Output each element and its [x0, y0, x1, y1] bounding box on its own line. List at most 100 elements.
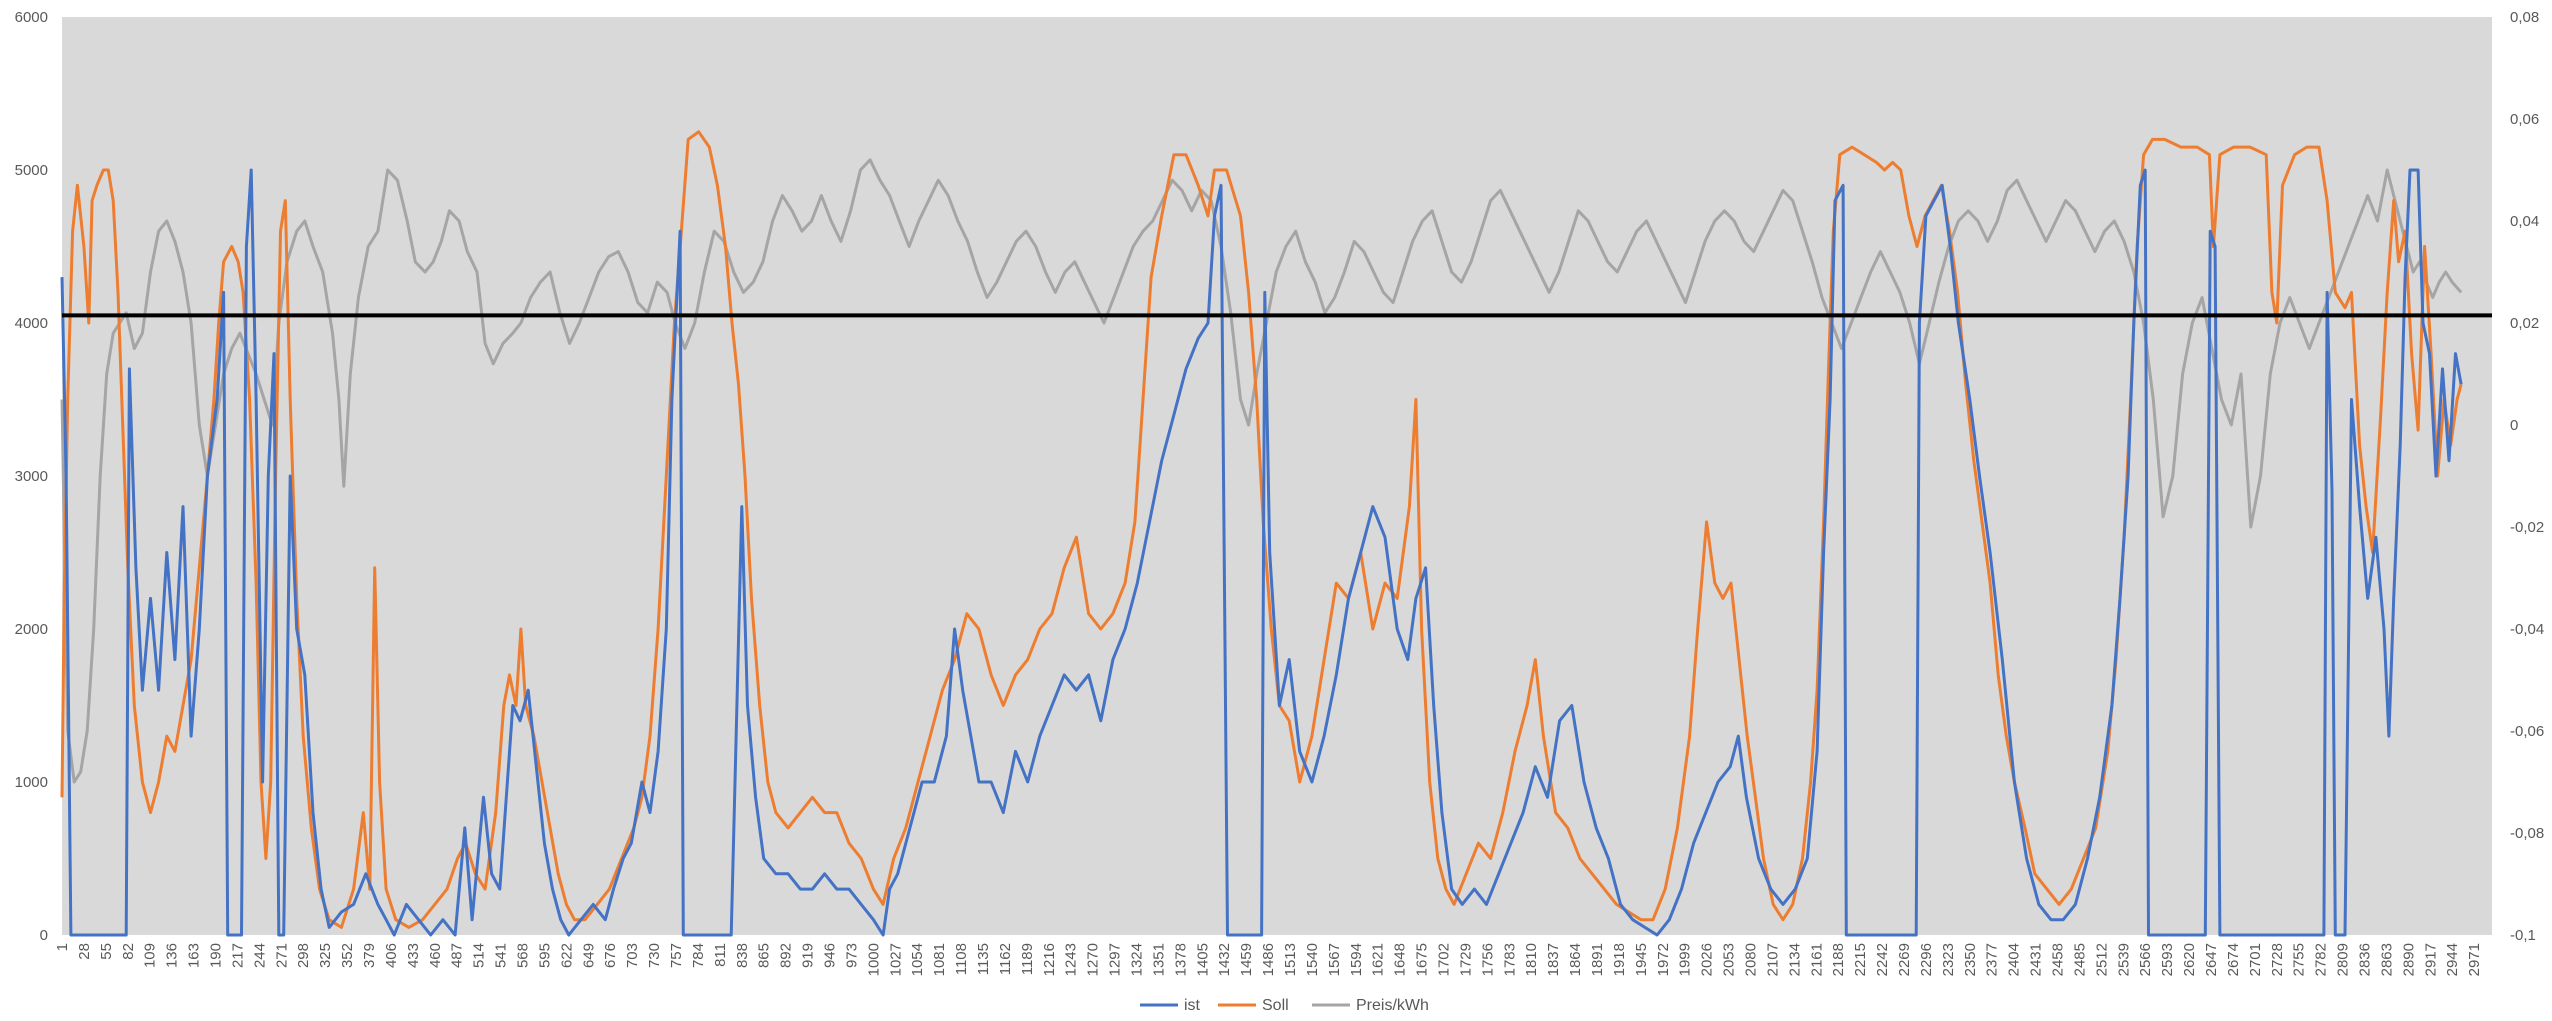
- x-tick-label: 2539: [2115, 943, 2132, 976]
- series-line-preis-kwh: [60, 158, 2463, 784]
- x-tick-label: 2593: [2159, 943, 2176, 976]
- x-tick-label: 2377: [1984, 943, 2001, 976]
- x-tick-label: 1324: [1128, 943, 1145, 976]
- legend: ist Soll Preis/kWh: [1140, 997, 1429, 1014]
- x-tick-label: 676: [602, 943, 619, 968]
- x-tick-label: 1297: [1107, 943, 1124, 976]
- x-tick-label: 2431: [2028, 943, 2045, 976]
- x-tick-label: 1081: [931, 943, 948, 976]
- x-tick-label: 55: [98, 943, 115, 960]
- x-tick-label: 2566: [2137, 943, 2154, 976]
- x-tick-label: 1135: [975, 943, 992, 975]
- x-tick-label: 352: [339, 943, 356, 968]
- x-tick-label: 2269: [1896, 943, 1913, 976]
- x-tick-label: 1837: [1545, 943, 1562, 976]
- x-tick-label: 1648: [1392, 943, 1409, 976]
- x-tick-label: 1729: [1457, 943, 1474, 976]
- x-tick-label: 244: [251, 943, 268, 968]
- x-tick-label: 2971: [2466, 943, 2483, 976]
- x-tick-label: 1945: [1633, 943, 1650, 976]
- right-tick-label: 0,02: [2510, 315, 2539, 332]
- left-tick-label: 1000: [15, 774, 48, 791]
- x-tick-label: 2323: [1940, 943, 1957, 976]
- x-tick-label: 2458: [2049, 943, 2066, 976]
- left-tick-label: 0: [40, 927, 48, 944]
- x-tick-label: 811: [712, 943, 729, 967]
- x-tick-label: 1567: [1326, 943, 1343, 976]
- x-tick-label: 1054: [909, 943, 926, 976]
- left-tick-label: 5000: [15, 162, 48, 179]
- x-tick-label: 1486: [1260, 943, 1277, 976]
- x-tick-label: 2188: [1830, 943, 1847, 976]
- x-tick-label: 1189: [1019, 943, 1036, 975]
- x-tick-label: 2863: [2378, 943, 2395, 976]
- x-tick-label: 1378: [1172, 943, 1189, 976]
- x-tick-label: 1999: [1677, 943, 1694, 976]
- x-tick-label: 2701: [2247, 943, 2264, 976]
- right-tick-label: -0,06: [2510, 723, 2544, 740]
- plot-area: [62, 17, 2492, 935]
- right-tick-label: -0,04: [2510, 621, 2544, 638]
- x-tick-label: 1162: [997, 943, 1014, 975]
- x-tick-label: 2350: [1962, 943, 1979, 976]
- x-tick-label: 838: [734, 943, 751, 968]
- x-tick-label: 217: [229, 943, 246, 968]
- x-tick-label: 865: [756, 943, 773, 968]
- x-tick-label: 514: [471, 943, 488, 968]
- left-tick-label: 4000: [15, 315, 48, 332]
- x-tick-label: 406: [383, 943, 400, 968]
- series-line-ist: [60, 168, 2463, 937]
- x-tick-label: 2107: [1764, 943, 1781, 976]
- x-tick-label: 1918: [1611, 943, 1628, 976]
- x-tick-label: 919: [800, 943, 817, 968]
- x-tick-label: 82: [120, 943, 137, 960]
- x-tick-label: 2782: [2313, 943, 2330, 976]
- x-tick-label: 2026: [1699, 943, 1716, 976]
- x-tick-label: 487: [449, 943, 466, 968]
- x-tick-label: 1756: [1479, 943, 1496, 976]
- x-tick-label: 568: [514, 943, 531, 968]
- x-tick-label: 136: [164, 943, 181, 968]
- right-axis-ticks: -0,1 -0,08 -0,06 -0,04 -0,02 0 0,02 0,04 0,06 0,0…: [2510, 9, 2544, 944]
- legend-label: Soll: [1262, 997, 1289, 1014]
- x-tick-label: 1594: [1348, 943, 1365, 976]
- x-tick-label: 1702: [1435, 943, 1452, 976]
- x-tick-label: 298: [295, 943, 312, 968]
- x-tick-label: 109: [142, 943, 159, 968]
- x-tick-label: 2728: [2269, 943, 2286, 976]
- x-tick-label: 1675: [1414, 943, 1431, 976]
- x-tick-label: 28: [76, 943, 93, 960]
- x-tick-label: 2242: [1874, 943, 1891, 976]
- x-tick-label: 2755: [2291, 943, 2308, 976]
- series-layer: [60, 130, 2463, 937]
- x-tick-label: 946: [821, 943, 838, 968]
- x-tick-label: 379: [361, 943, 378, 968]
- x-tick-label: 595: [536, 943, 553, 968]
- x-tick-label: 1027: [887, 943, 904, 976]
- x-tick-label: 649: [580, 943, 597, 968]
- x-tick-label: 730: [646, 943, 663, 968]
- x-tick-label: 757: [668, 943, 685, 968]
- x-tick-label: 1621: [1370, 943, 1387, 976]
- x-tick-label: 1432: [1216, 943, 1233, 976]
- right-tick-label: 0: [2510, 417, 2518, 434]
- x-tick-label: 1513: [1282, 943, 1299, 976]
- legend-label: Preis/kWh: [1356, 997, 1429, 1014]
- x-tick-label: 2215: [1852, 943, 1869, 976]
- x-tick-label: 1783: [1501, 943, 1518, 976]
- x-tick-label: 892: [778, 943, 795, 968]
- x-tick-label: 1864: [1567, 943, 1584, 976]
- x-tick-label: 1000: [865, 943, 882, 976]
- x-tick-label: 622: [558, 943, 575, 968]
- x-tick-label: 2134: [1786, 943, 1803, 976]
- x-tick-label: 1243: [1063, 943, 1080, 976]
- x-tick-label: 460: [427, 943, 444, 968]
- x-tick-label: 2296: [1918, 943, 1935, 976]
- right-tick-label: 0,08: [2510, 9, 2539, 26]
- x-tick-label: 2161: [1808, 943, 1825, 976]
- x-axis-ticks: 1 28 55 82 109 136 163 190 217 244 271 298 325 352 379…: [54, 943, 2483, 976]
- right-tick-label: 0,06: [2510, 111, 2539, 128]
- x-tick-label: 2674: [2225, 943, 2242, 976]
- x-tick-label: 1972: [1655, 943, 1672, 976]
- x-tick-label: 2647: [2203, 943, 2220, 976]
